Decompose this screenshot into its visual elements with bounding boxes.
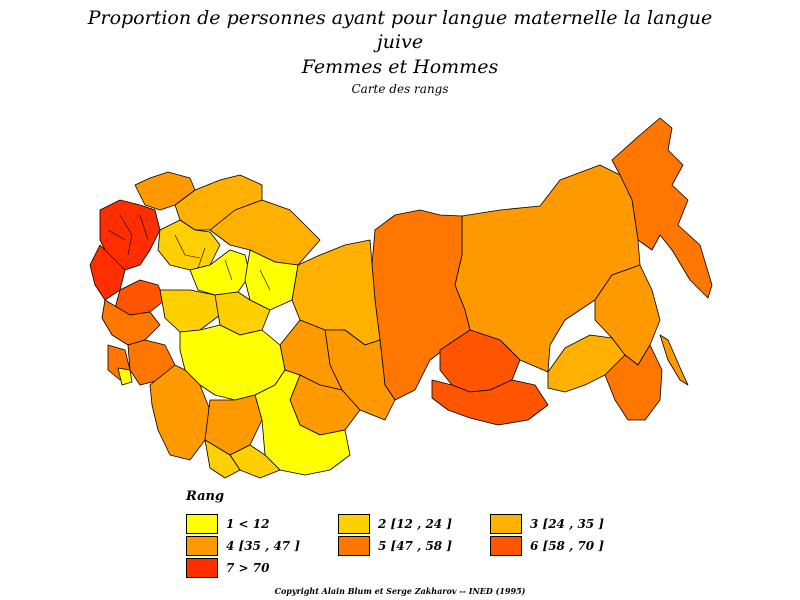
legend-swatch bbox=[186, 514, 218, 534]
legend-item-1: 1 < 12 bbox=[186, 514, 269, 534]
legend-swatch bbox=[490, 536, 522, 556]
map-caption: Carte des rangs bbox=[351, 82, 449, 96]
map-title: Proportion de personnes ayant pour langu… bbox=[87, 7, 713, 29]
legend-label: 1 < 12 bbox=[226, 517, 270, 531]
legend-swatch bbox=[186, 536, 218, 556]
legend-item-3: 3 [24 , 35 ] bbox=[490, 514, 604, 534]
region-karelia bbox=[134, 171, 196, 211]
legend-label: 5 [47 , 58 ] bbox=[378, 539, 452, 553]
legend-label: 3 [24 , 35 ] bbox=[530, 517, 604, 531]
map-subtitle: Femmes et Hommes bbox=[301, 56, 499, 78]
region-primorye bbox=[604, 344, 663, 421]
legend-item-7: 7 > 70 bbox=[186, 558, 269, 578]
legend-swatch bbox=[338, 536, 370, 556]
copyright-notice: Copyright Alain Blum et Serge Zakharov -… bbox=[274, 586, 526, 596]
region-volga-2 bbox=[244, 249, 299, 311]
legend-item-6: 6 [58 , 70 ] bbox=[490, 536, 604, 556]
region-far-east bbox=[611, 117, 713, 299]
region-sakhalin bbox=[659, 334, 689, 386]
legend-item-2: 2 [12 , 24 ] bbox=[338, 514, 452, 534]
region-buryatia bbox=[431, 379, 549, 426]
legend-swatch bbox=[338, 514, 370, 534]
legend-label: 6 [58 , 70 ] bbox=[530, 539, 604, 553]
region-volga-3 bbox=[159, 289, 221, 333]
legend-swatch bbox=[490, 514, 522, 534]
region-central bbox=[157, 219, 221, 271]
region-crimea-south bbox=[117, 367, 133, 386]
legend-item-5: 5 [47 , 58 ] bbox=[338, 536, 452, 556]
legend-label: 4 [35 , 47 ] bbox=[226, 539, 300, 553]
legend-swatch bbox=[186, 558, 218, 578]
legend-title: Rang bbox=[186, 489, 225, 504]
region-ukraine-north bbox=[114, 279, 166, 316]
legend-label: 7 > 70 bbox=[226, 561, 270, 575]
legend-item-4: 4 [35 , 47 ] bbox=[186, 536, 300, 556]
region-tajikistan bbox=[204, 439, 241, 479]
legend-label: 2 [12 , 24 ] bbox=[378, 517, 452, 531]
map-title-continued: juive bbox=[376, 31, 424, 53]
